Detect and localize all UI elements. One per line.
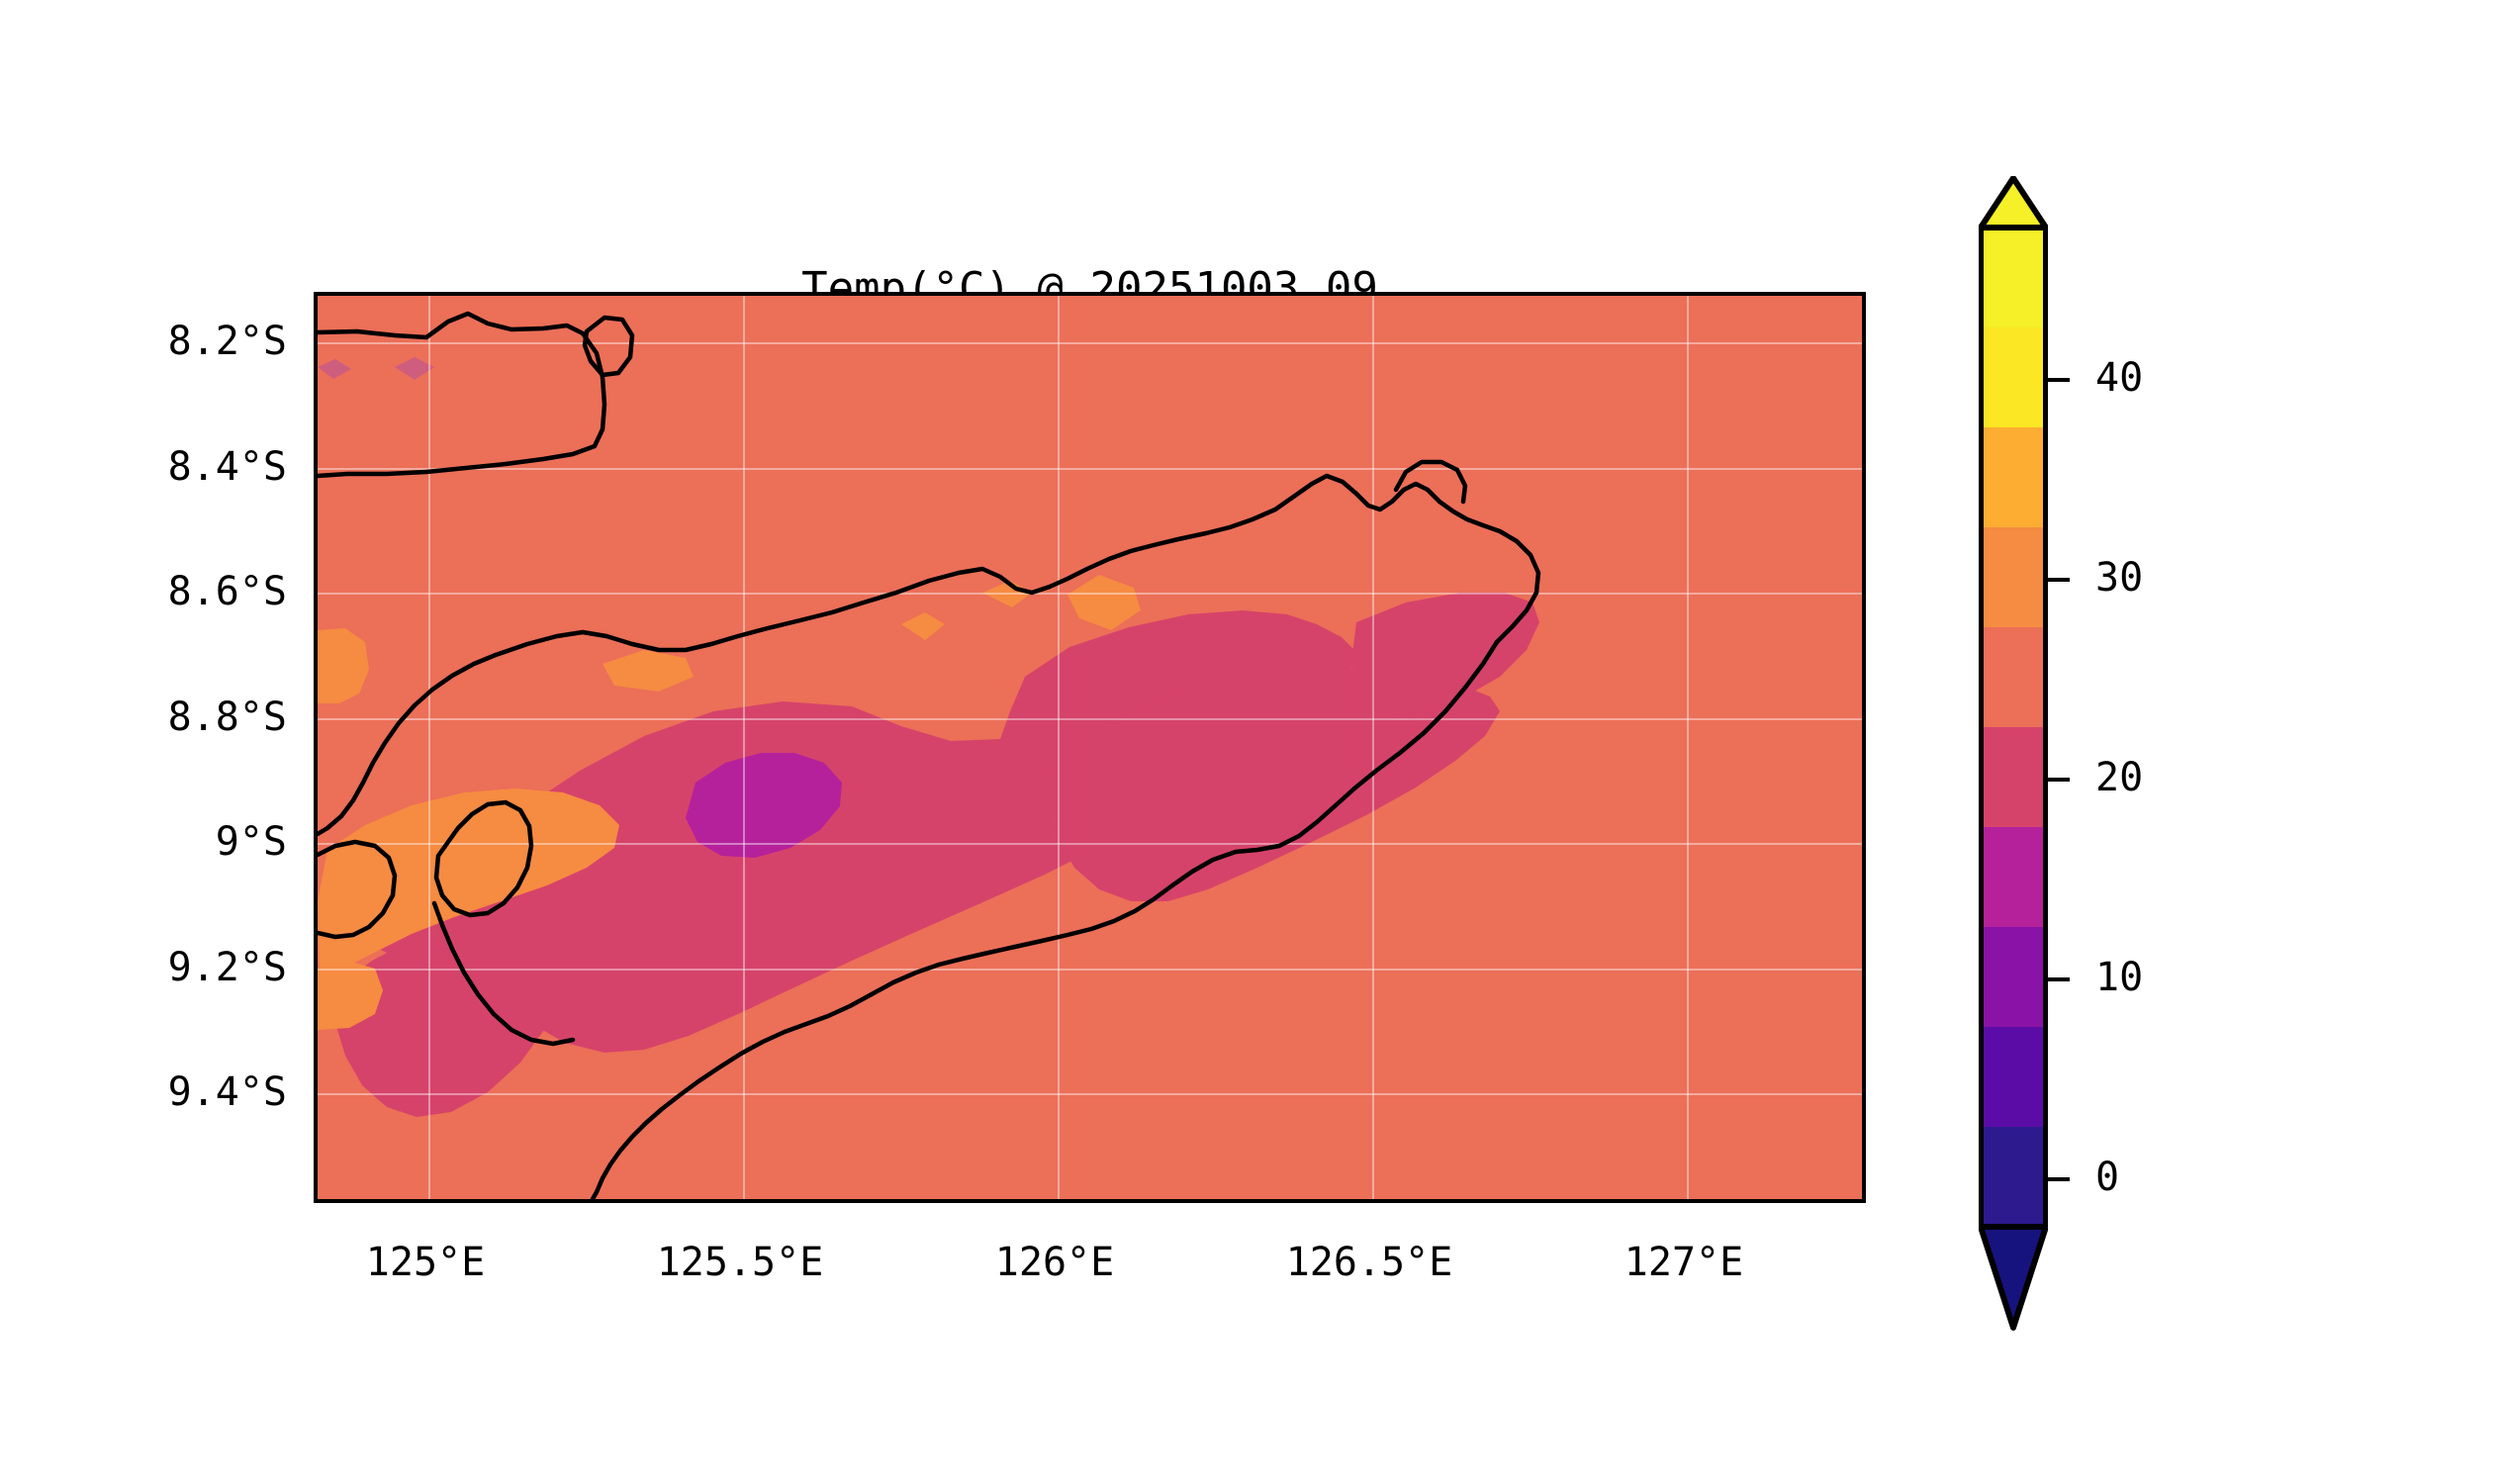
xtick-label-125-5: 125.5°E [656,1240,824,1285]
map-gridlines [318,296,1862,1199]
contour-band-20-25-east [1050,667,1500,901]
colorbar-gradient [1979,176,2048,1331]
coastline-paths [318,311,1541,1199]
ytick-label-9-4: 9.4°S [167,1069,287,1115]
contour-patch-30-35-a [901,612,945,640]
ytick-label-9-0: 9°S [215,819,287,865]
contour-band-20-25 [379,610,1356,1053]
xtick-label-125: 125°E [365,1240,486,1285]
colorbar-label-30: 30 [2095,555,2144,601]
colorbar-tick-20 [2048,778,2070,782]
triangle-down-icon [1979,1224,2048,1331]
map-clip [318,296,1862,1199]
ytick-label-8-2: 8.2°S [167,319,287,364]
contour-band-30-35-west [318,788,619,976]
contour-band-20-25-tip [1352,593,1539,719]
contour-band-15-20-core [686,753,842,858]
colorbar-label-0: 0 [2095,1155,2120,1200]
contour-patch-30-35-b [1067,575,1141,630]
xtick-label-127: 127°E [1623,1240,1744,1285]
colorbar-tick-40 [2048,378,2070,382]
colorbar-label-40: 40 [2095,355,2144,401]
ytick-label-8-4: 8.4°S [167,444,287,490]
contour-patch-20-25-b [318,359,351,379]
colorbar-tick-0 [2048,1177,2070,1181]
colorbar-bands [1981,228,2046,1227]
xtick-label-126-5: 126.5°E [1285,1240,1453,1285]
colorbar-tick-10 [2048,977,2070,981]
colorbar-label-20: 20 [2095,755,2144,800]
triangle-up-icon [1979,176,2048,231]
contour-band-30-35-lobe2 [318,961,383,1030]
colorbar[interactable] [1979,176,2048,1334]
ytick-label-8-8: 8.8°S [167,695,287,740]
map-axes[interactable] [314,292,1866,1203]
colorbar-label-10: 10 [2095,955,2144,1000]
temperature-contour-map [318,296,1862,1199]
contour-patch-30-35-c [603,650,694,692]
colorbar-tick-30 [2048,578,2070,582]
contour-patch-20-25-a [395,357,434,380]
xtick-label-126: 126°E [994,1240,1115,1285]
contour-band-20-25-southwest [335,917,565,1117]
contour-band-30-35-nw-edge [318,628,369,703]
ytick-label-8-6: 8.6°S [167,569,287,614]
ytick-label-9-2: 9.2°S [167,945,287,990]
